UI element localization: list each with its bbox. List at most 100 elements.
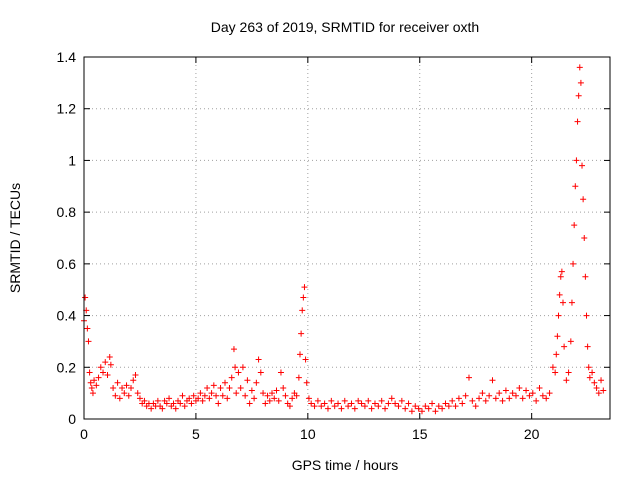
data-point: [280, 384, 287, 391]
data-point: [273, 387, 280, 394]
data-point: [186, 395, 193, 402]
data-point: [335, 400, 342, 407]
data-point: [201, 392, 208, 399]
data-point: [557, 273, 564, 280]
y-tick-labels: 0 0.2 0.4 0.6 0.8 1 1.2 1.4: [57, 49, 77, 427]
data-point: [253, 379, 260, 386]
data-point: [262, 400, 269, 407]
data-point: [425, 405, 432, 412]
data-point: [300, 294, 307, 301]
data-point: [492, 395, 499, 402]
data-point: [331, 403, 338, 410]
data-point: [486, 392, 493, 399]
data-point: [382, 405, 389, 412]
data-point: [574, 118, 581, 125]
data-point: [86, 369, 93, 376]
data-point: [405, 400, 412, 407]
data-point: [181, 403, 188, 410]
data-point: [206, 395, 213, 402]
data-point: [277, 369, 284, 376]
data-point: [235, 369, 242, 376]
data-point: [392, 400, 399, 407]
data-point: [226, 384, 233, 391]
data-point: [130, 377, 137, 384]
y-tick-label: 1: [68, 152, 76, 168]
data-point: [579, 162, 586, 169]
data-point: [106, 353, 113, 360]
data-point: [251, 395, 258, 402]
data-point: [230, 346, 237, 353]
data-point: [449, 397, 456, 404]
data-point: [318, 403, 325, 410]
data-point: [301, 284, 308, 291]
data-point: [572, 183, 579, 190]
data-point: [166, 395, 173, 402]
data-point: [418, 408, 425, 415]
data-point: [257, 369, 264, 376]
data-point: [573, 157, 580, 164]
data-point: [302, 356, 309, 363]
data-point: [583, 312, 590, 319]
data-point: [190, 392, 197, 399]
data-point: [232, 364, 239, 371]
data-point: [558, 268, 565, 275]
data-point: [553, 351, 560, 358]
data-point: [351, 405, 358, 412]
data-point: [584, 343, 591, 350]
data-point: [529, 390, 536, 397]
data-point: [580, 196, 587, 203]
data-point: [102, 359, 109, 366]
data-point: [239, 364, 246, 371]
data-point: [264, 392, 271, 399]
data-point: [104, 372, 111, 379]
data-point: [298, 330, 305, 337]
data-point: [228, 374, 235, 381]
data-point: [361, 403, 368, 410]
data-point: [459, 400, 466, 407]
data-point: [112, 392, 119, 399]
data-point: [328, 397, 335, 404]
data-point: [295, 374, 302, 381]
data-point: [266, 397, 273, 404]
data-point: [509, 390, 516, 397]
data-point: [188, 400, 195, 407]
data-point: [248, 387, 255, 394]
data-point: [195, 395, 202, 402]
data-point: [260, 390, 267, 397]
data-point: [177, 400, 184, 407]
data-point: [582, 273, 589, 280]
data-point: [523, 387, 530, 394]
data-point: [136, 395, 143, 402]
data-point: [442, 400, 449, 407]
data-point: [598, 377, 605, 384]
data-point: [95, 374, 102, 381]
y-tick-label: 0.2: [57, 359, 77, 375]
data-point: [338, 405, 345, 412]
data-point: [398, 397, 405, 404]
data-point: [568, 299, 575, 306]
x-tick-label: 5: [192, 426, 200, 442]
data-point: [512, 392, 519, 399]
data-point: [308, 400, 315, 407]
data-point: [586, 374, 593, 381]
y-tick-label: 1.2: [57, 101, 77, 117]
data-point: [269, 390, 276, 397]
data-point: [563, 377, 570, 384]
data-point: [219, 392, 226, 399]
data-point: [159, 405, 166, 412]
data-point: [571, 222, 578, 229]
x-tick-label: 0: [80, 426, 88, 442]
data-point: [577, 79, 584, 86]
y-tick-label: 0.6: [57, 256, 77, 272]
data-point: [123, 382, 130, 389]
data-point: [114, 379, 121, 386]
data-point: [371, 400, 378, 407]
data-point: [244, 377, 251, 384]
data-point: [506, 395, 513, 402]
data-point: [472, 403, 479, 410]
data-point: [465, 374, 472, 381]
data-point: [546, 390, 553, 397]
data-point: [368, 405, 375, 412]
data-point: [552, 369, 559, 376]
data-point: [589, 369, 596, 376]
